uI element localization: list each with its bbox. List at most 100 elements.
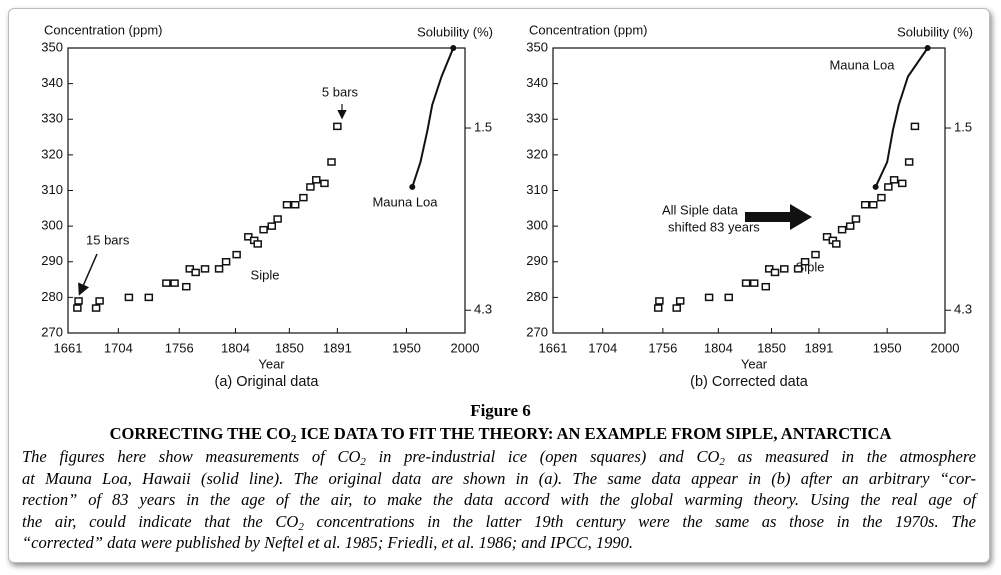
text-run: in pre-industrial ice (open squares) and… [365, 447, 720, 466]
ice-sample [221, 258, 231, 266]
x-tick-label: 1756 [165, 340, 194, 355]
x-tick-label: 1891 [804, 340, 833, 355]
y-tick-label: 320 [41, 146, 63, 161]
y-tick-label: 340 [526, 75, 548, 90]
charts: 270 280 290 300 310 320 330 340 350 1661 1704 1756 1… [41, 22, 973, 390]
ice-sample [273, 215, 282, 223]
ice-sample [793, 265, 803, 273]
x-tick-label: 1704 [588, 340, 617, 355]
x-tick-label: 1661 [54, 340, 83, 355]
ice-sample [780, 265, 789, 273]
caption-line: rection” of 83 years in the age of the a… [22, 489, 976, 511]
figure-label: Figure 6 [470, 401, 531, 420]
x-tick-label: 1804 [704, 340, 733, 355]
y-axis-label: Concentration (ppm) [44, 22, 163, 37]
line-end [450, 45, 457, 51]
ice-sample [333, 122, 342, 131]
subscript: 2 [298, 520, 304, 533]
ice-sample [91, 304, 101, 312]
ice-sample [837, 225, 847, 234]
y-tick-label: 340 [41, 75, 63, 90]
ice-sample [124, 293, 134, 302]
annotation: shifted 83 years [668, 219, 760, 234]
text-run: concentrations in the latter 19th centur… [303, 511, 977, 531]
y-tick-label: 280 [41, 289, 63, 304]
mauna-loa-line [411, 47, 455, 188]
y2-tick-label: 1.5 [954, 119, 972, 134]
x-tick-label: 2000 [931, 340, 960, 355]
y-tick-label: 300 [41, 218, 63, 233]
y2-tick-label: 4.3 [954, 302, 972, 317]
caption: The figures here show measurements of CO… [22, 446, 976, 554]
y2-axis-label: Solubility (%) [417, 24, 493, 39]
ice-sample [182, 282, 191, 291]
plot-frame [67, 47, 466, 334]
ice-sample [162, 279, 171, 287]
x-tick-label: 1756 [648, 340, 677, 355]
ice-sample [327, 158, 336, 166]
y-tick-label: 310 [526, 182, 548, 197]
ice-sample [653, 304, 663, 312]
text-run: CORRECTING THE CO [109, 424, 291, 443]
text-run: as measured in the atmosphere [724, 447, 976, 466]
caption-line: the air, could indicate that the CO2 con… [22, 511, 976, 533]
y-tick-label: 280 [526, 289, 548, 304]
y-tick-label: 330 [526, 111, 548, 126]
y-tick-label: 270 [41, 324, 63, 339]
subscript: 2 [360, 456, 366, 468]
ice-sample [770, 268, 780, 277]
ice-sample [675, 297, 685, 305]
annotation: All Siple data [662, 202, 739, 217]
ice-sample [889, 176, 899, 184]
ice-sample [724, 293, 734, 302]
annotation: 5 bars [322, 84, 359, 99]
big-arrow [745, 204, 812, 230]
ice-sample [655, 297, 664, 305]
x-tick-label: 1850 [275, 340, 304, 355]
ice-sample [860, 201, 870, 209]
text-run: rection” of 83 years in the age of the a… [22, 490, 976, 509]
x-tick-label: 2000 [451, 340, 480, 355]
ice-sample [904, 158, 914, 166]
ice-sample [800, 258, 810, 266]
ice-sample [832, 240, 841, 248]
x-axis-label: Year [258, 356, 285, 371]
ice-sample [884, 183, 893, 191]
y-tick-label: 290 [526, 253, 548, 268]
y-tick-label: 330 [41, 111, 63, 126]
line-end [409, 183, 416, 190]
ice-sample [811, 250, 820, 259]
text-run: ICE DATA TO FIT THE THEORY: AN EXAMPLE F… [296, 424, 892, 443]
text-run: The figures here show measurements of CO [22, 447, 361, 466]
ice-sample [95, 297, 104, 305]
ice-sample [877, 193, 886, 202]
ice-sample [144, 293, 154, 302]
chart-subtitle: (a) Original data [215, 374, 320, 390]
x-tick-label: 1950 [873, 340, 902, 355]
ice-sample [267, 222, 277, 230]
x-tick-label: 1850 [757, 340, 786, 355]
y-tick-label: 290 [41, 253, 63, 268]
ice-sample [749, 279, 759, 287]
ice-sample [672, 304, 681, 312]
ice-sample [200, 265, 210, 273]
ice-sample [851, 215, 861, 223]
ice-sample [232, 250, 241, 259]
text-run: the air, could indicate that the CO [22, 511, 299, 531]
ice-sample [845, 222, 855, 230]
arrow [78, 253, 98, 296]
x-tick-label: 1804 [221, 340, 250, 355]
line-end [924, 45, 931, 51]
y-tick-label: 350 [41, 39, 63, 54]
y2-tick-label: 1.5 [474, 119, 492, 134]
y-tick-label: 310 [41, 182, 63, 197]
caption-line: “corrected” data were published by Nefte… [22, 532, 976, 554]
y-tick-label: 270 [526, 324, 548, 339]
x-tick-label: 1891 [323, 340, 352, 355]
ice-sample [253, 240, 262, 248]
ice-sample [170, 279, 179, 287]
y-tick-label: 300 [526, 218, 548, 233]
ice-sample [312, 176, 321, 184]
caption-line: The figures here show measurements of CO… [22, 446, 976, 468]
y2-axis-label: Solubility (%) [897, 24, 973, 39]
